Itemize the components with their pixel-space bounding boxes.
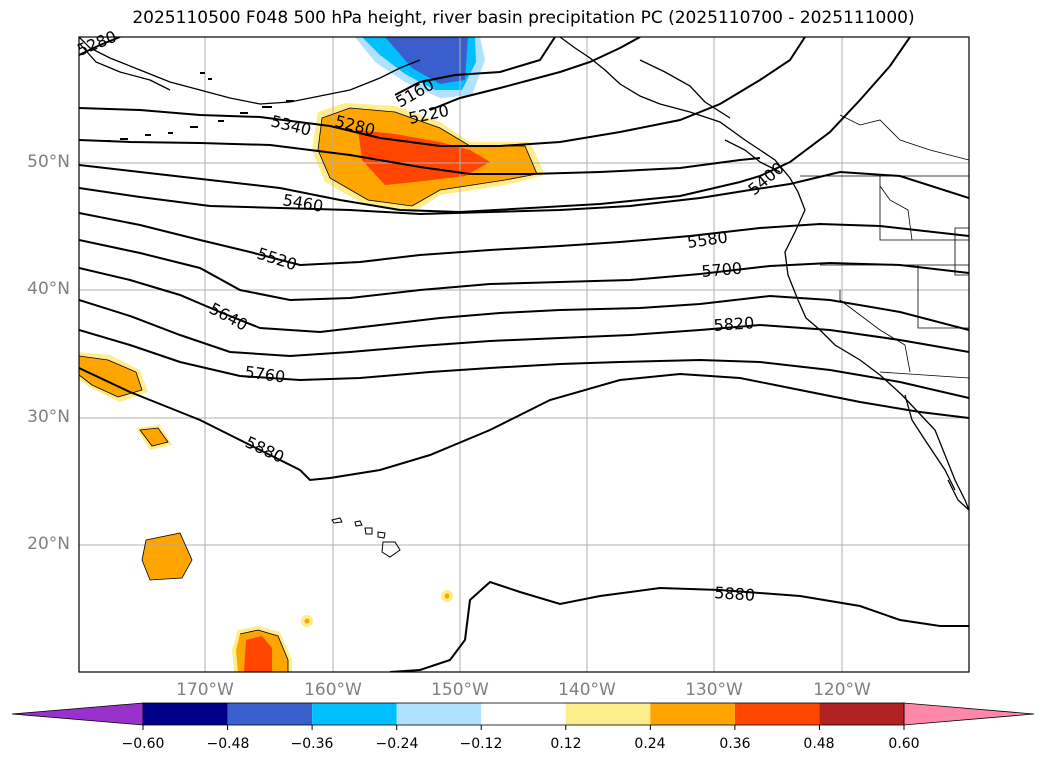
contour-label: 5700 — [701, 259, 743, 281]
lon-label: 140°W — [558, 680, 616, 700]
colorbar-swatch — [312, 703, 397, 725]
lat-label: 40°N — [27, 279, 70, 299]
colorbar-swatch — [734, 703, 820, 725]
lat-label: 50°N — [27, 152, 70, 172]
colorbar-tick-label: 0.36 — [719, 736, 751, 752]
positive-precip-region-north-pacific — [312, 103, 545, 212]
colorbar-swatch — [819, 703, 904, 725]
contour-label: 5880 — [714, 583, 756, 605]
graticule — [79, 37, 969, 672]
colorbar-swatch — [227, 703, 313, 725]
colorbar-extend-low — [11, 702, 144, 726]
political-boundaries — [800, 114, 969, 379]
colorbar-swatch — [396, 703, 482, 725]
lon-label: 130°W — [685, 680, 743, 700]
map-frame — [78, 36, 970, 673]
colorbar-tick-label: −0.60 — [121, 736, 165, 752]
map-background — [79, 37, 969, 672]
lon-label: 160°W — [304, 680, 362, 700]
lat-label: 20°N — [27, 534, 70, 554]
chart-title: 2025110500 F048 500 hPa height, river ba… — [132, 8, 915, 28]
colorbar-tick-label: −0.24 — [375, 736, 419, 752]
colorbar-tick-label: 0.60 — [888, 736, 920, 752]
colorbar — [11, 702, 1035, 730]
colorbar-tick-label: −0.48 — [206, 736, 250, 752]
hawaiian-islands — [331, 517, 401, 558]
lon-label: 150°W — [431, 680, 489, 700]
colorbar-tick-label: −0.36 — [290, 736, 334, 752]
precip-outlines — [79, 107, 538, 672]
colorbar-swatch — [650, 703, 735, 725]
colorbar-tick-label: 0.12 — [550, 736, 582, 752]
lon-label: 120°W — [813, 680, 871, 700]
lon-label: 170°W — [176, 680, 234, 700]
colorbar-tick-label: 0.24 — [634, 736, 666, 752]
colorbar-swatch — [565, 703, 651, 725]
colorbar-frame — [142, 702, 905, 726]
height-contours — [79, 37, 969, 672]
colorbar-tick-label: 0.48 — [803, 736, 835, 752]
lat-label: 30°N — [27, 407, 70, 427]
colorbar-tick-label: −0.12 — [459, 736, 503, 752]
colorbar-swatch — [481, 703, 566, 725]
colorbar-swatch — [143, 703, 228, 725]
contour-label: 5820 — [713, 313, 755, 335]
colorbar-extend-high — [903, 702, 1035, 726]
positive-precip-region-subtropics — [79, 352, 453, 672]
